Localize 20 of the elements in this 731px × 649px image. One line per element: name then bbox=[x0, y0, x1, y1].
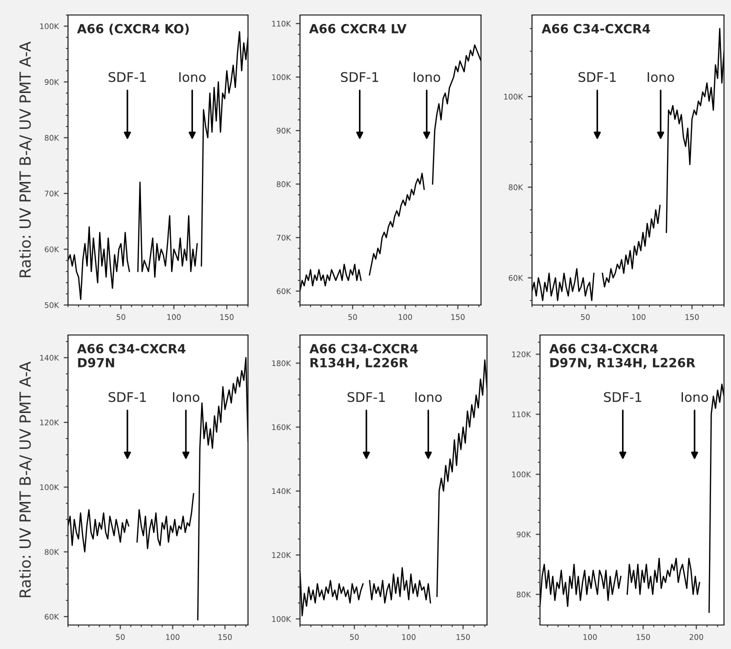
text: A66 C34-CXCR4 bbox=[542, 24, 650, 34]
annotation: Iono bbox=[172, 392, 200, 402]
text: A66 C34-CXCR4 D97N, R134H, L226R bbox=[549, 344, 696, 369]
y-axis-title: Ratio: UV PMT B-A/ UV PMT A-A bbox=[19, 42, 32, 278]
annotation: SDF-1 bbox=[348, 392, 385, 402]
text: A66 CXCR4 LV bbox=[309, 24, 407, 34]
annotation: Iono bbox=[648, 72, 674, 82]
annotation: SDF-1 bbox=[604, 392, 642, 402]
annotation: Iono bbox=[682, 392, 708, 402]
annotation: Iono bbox=[179, 72, 206, 82]
text: A66 C34-CXCR4 R134H, L226R bbox=[309, 344, 418, 369]
annotation: SDF-1 bbox=[108, 392, 146, 402]
annotation: SDF-1 bbox=[340, 72, 378, 82]
text: A66 C34-CXCR4 D97N bbox=[77, 344, 186, 368]
annotation: SDF-1 bbox=[108, 72, 146, 82]
annotation: Iono bbox=[414, 72, 440, 82]
text: A66 (CXCR4 KO) bbox=[77, 24, 189, 35]
y-axis-title: Ratio: UV PMT B-A/ UV PMT A-A bbox=[19, 362, 32, 598]
annotation: SDF-1 bbox=[578, 72, 616, 82]
annotation: Iono bbox=[415, 392, 442, 402]
